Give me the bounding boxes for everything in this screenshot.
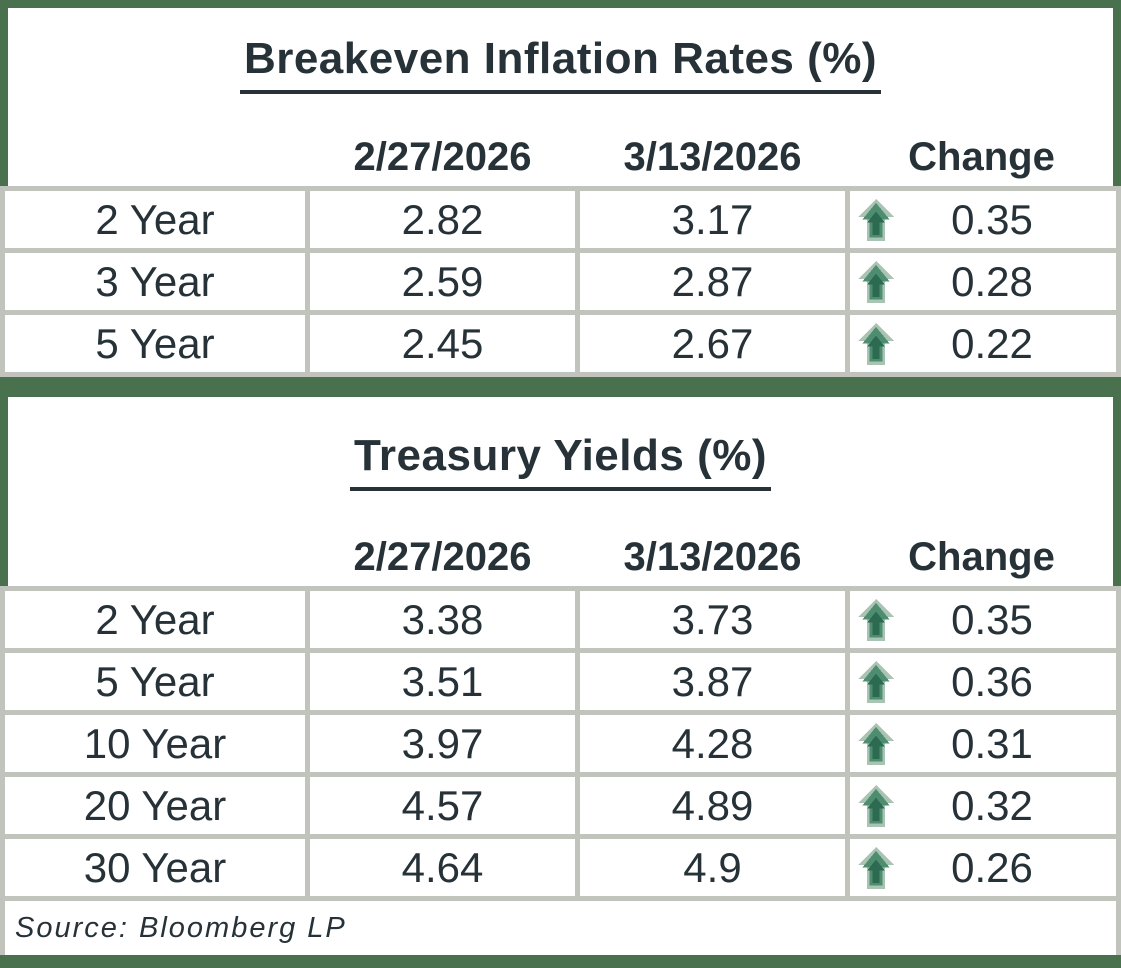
value-prev-date: 2.45 (310, 315, 575, 372)
up-arrow-icon (858, 259, 896, 305)
row-label: 10 Year (5, 715, 305, 772)
change-value: 0.28 (951, 257, 1033, 305)
column-header-date-2: 3/13/2026 (623, 135, 802, 179)
value-curr-date: 4.28 (580, 715, 845, 772)
up-arrow-icon (858, 321, 896, 367)
row-label: 20 Year (5, 777, 305, 834)
row-label: 3 Year (5, 253, 305, 310)
column-header-date-2: 3/13/2026 (623, 535, 802, 579)
treasury-table-rows: 2 Year 3.38 3.73 0.35 5 Year 3.51 3.87 0… (0, 586, 1121, 901)
value-prev-date: 2.82 (310, 191, 575, 248)
value-curr-date: 3.73 (580, 591, 845, 648)
source-row: Source: Bloomberg LP (0, 901, 1121, 955)
top-frame-border (0, 0, 1121, 8)
value-prev-date: 3.97 (310, 715, 575, 772)
value-prev-date: 4.57 (310, 777, 575, 834)
up-arrow-icon (858, 197, 896, 243)
change-value: 0.31 (951, 719, 1033, 767)
treasury-column-headers: 2/27/2026 3/13/2026 Change (8, 535, 1113, 580)
change-value: 0.22 (951, 319, 1033, 367)
value-curr-date: 4.89 (580, 777, 845, 834)
value-curr-date: 3.17 (580, 191, 845, 248)
column-header-blank (8, 135, 305, 180)
column-header-change: Change (908, 535, 1055, 579)
up-arrow-icon (858, 721, 896, 767)
up-arrow-icon (858, 597, 896, 643)
change-cell: 0.26 (850, 839, 1116, 896)
treasury-table-header: Treasury Yields (%) 2/27/2026 3/13/2026 … (0, 397, 1121, 586)
change-cell: 0.35 (850, 191, 1116, 248)
value-curr-date: 4.9 (580, 839, 845, 896)
value-prev-date: 3.51 (310, 653, 575, 710)
change-cell: 0.35 (850, 591, 1116, 648)
column-header-date-1: 2/27/2026 (353, 535, 532, 579)
value-prev-date: 3.38 (310, 591, 575, 648)
column-header-change: Change (908, 135, 1055, 179)
change-cell: 0.36 (850, 653, 1116, 710)
breakeven-table-header: Breakeven Inflation Rates (%) 2/27/2026 … (0, 8, 1121, 186)
value-prev-date: 2.59 (310, 253, 575, 310)
value-curr-date: 3.87 (580, 653, 845, 710)
breakeven-column-headers: 2/27/2026 3/13/2026 Change (8, 135, 1113, 180)
source-text: Source: Bloomberg LP (15, 911, 347, 944)
row-label: 2 Year (5, 591, 305, 648)
row-label: 5 Year (5, 315, 305, 372)
column-header-date-1: 2/27/2026 (353, 135, 532, 179)
value-prev-date: 4.64 (310, 839, 575, 896)
change-cell: 0.22 (850, 315, 1116, 372)
row-label: 30 Year (5, 839, 305, 896)
change-cell: 0.32 (850, 777, 1116, 834)
up-arrow-icon (858, 783, 896, 829)
change-value: 0.35 (951, 195, 1033, 243)
bottom-frame-border (0, 955, 1121, 968)
change-cell: 0.28 (850, 253, 1116, 310)
column-header-blank (8, 535, 305, 580)
row-label: 5 Year (5, 653, 305, 710)
change-value: 0.35 (951, 595, 1033, 643)
change-value: 0.32 (951, 781, 1033, 829)
change-value: 0.26 (951, 843, 1033, 891)
breakeven-table-rows: 2 Year 2.82 3.17 0.35 3 Year 2.59 2.87 0… (0, 186, 1121, 377)
value-curr-date: 2.87 (580, 253, 845, 310)
up-arrow-icon (858, 659, 896, 705)
change-value: 0.36 (951, 657, 1033, 705)
treasury-table-title: Treasury Yields (%) (349, 431, 772, 491)
value-curr-date: 2.67 (580, 315, 845, 372)
up-arrow-icon (858, 845, 896, 891)
row-label: 2 Year (5, 191, 305, 248)
change-cell: 0.31 (850, 715, 1116, 772)
table-separator (0, 377, 1121, 397)
breakeven-table-title: Breakeven Inflation Rates (%) (239, 34, 882, 94)
